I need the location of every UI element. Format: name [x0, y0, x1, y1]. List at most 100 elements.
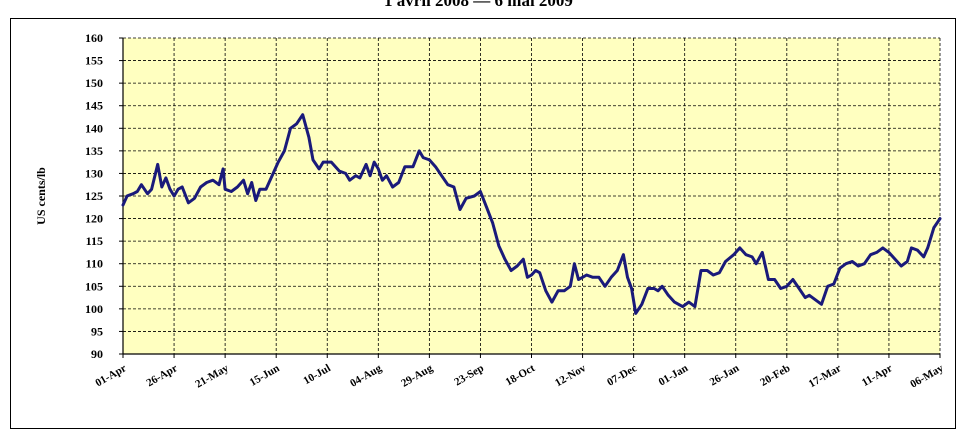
data-point [581, 276, 584, 279]
data-point [230, 190, 233, 193]
data-point [503, 258, 507, 261]
data-point [295, 122, 298, 126]
data-point [125, 194, 129, 198]
data-point [610, 276, 613, 279]
data-point [724, 260, 727, 263]
data-point [205, 181, 208, 184]
data-point [132, 192, 135, 195]
y-tick-label: 160 [85, 31, 103, 45]
data-point [176, 188, 180, 191]
data-point [270, 174, 274, 177]
data-point [706, 269, 709, 272]
data-point [322, 160, 325, 164]
data-point [464, 197, 468, 200]
chart-title: 1 avril 2008 — 6 mai 2009 [384, 0, 573, 10]
data-point [767, 278, 770, 281]
data-point [381, 179, 384, 182]
data-point [603, 285, 607, 288]
data-point [428, 158, 431, 162]
data-point [172, 194, 176, 198]
data-point [814, 298, 817, 301]
x-tick-label: 18-Oct [503, 362, 537, 388]
data-point [307, 136, 311, 139]
data-point [223, 188, 227, 191]
y-tick-label: 120 [85, 212, 103, 226]
data-point [844, 262, 848, 265]
data-point [926, 246, 929, 250]
data-point [875, 251, 878, 254]
data-point [534, 269, 537, 272]
data-point [626, 276, 629, 279]
y-tick-label: 145 [85, 99, 103, 113]
y-tick-label: 110 [86, 257, 103, 271]
data-point [687, 300, 690, 304]
data-point [168, 188, 172, 191]
x-tick-label: 15-Jun [248, 362, 282, 389]
data-point [667, 294, 670, 297]
data-point [311, 158, 315, 162]
data-point [699, 269, 703, 272]
data-point [330, 160, 333, 164]
x-tick-label: 26-Jan [708, 362, 742, 388]
data-point [681, 305, 684, 308]
data-point [217, 183, 221, 186]
data-point [264, 188, 268, 191]
data-point [530, 273, 533, 277]
data-point [838, 267, 842, 270]
data-point [910, 246, 913, 250]
data-point [656, 289, 660, 292]
data-point [550, 300, 554, 304]
x-tick-label: 01-Jan [657, 362, 691, 388]
data-point [585, 273, 588, 277]
data-point [538, 271, 541, 274]
data-point [193, 197, 196, 200]
data-point [791, 278, 795, 281]
x-tick-label: 20-Feb [758, 362, 792, 389]
y-tick-label: 130 [85, 166, 103, 180]
data-point [573, 262, 576, 265]
x-tick-label: 26-Apr [144, 362, 179, 389]
data-point [338, 170, 341, 173]
data-point [750, 255, 754, 259]
data-point [121, 203, 125, 207]
data-point [491, 221, 494, 225]
data-point [458, 208, 462, 211]
data-point [221, 167, 225, 171]
y-tick-label: 115 [86, 234, 103, 248]
x-tick-label: 11-Apr [860, 362, 895, 389]
data-point [434, 165, 437, 168]
data-point [785, 285, 788, 288]
data-point [857, 264, 860, 268]
data-point [569, 285, 572, 288]
y-axis-title: US cents/lb [34, 167, 48, 225]
y-tick-label: 135 [85, 144, 103, 158]
data-point [422, 156, 425, 159]
data-point [277, 160, 280, 164]
data-point [364, 163, 368, 166]
x-tick-label: 10-Jul [301, 362, 332, 387]
y-tick-label: 140 [85, 121, 103, 135]
data-point [199, 185, 202, 189]
data-point [863, 262, 866, 265]
data-point [916, 249, 919, 252]
data-point [630, 287, 633, 290]
data-point [354, 174, 357, 177]
data-point [622, 253, 625, 256]
x-tick-label: 17-Mar [807, 362, 844, 390]
data-point [652, 287, 656, 290]
x-tick-label: 07-Dec [605, 362, 639, 389]
data-point [851, 260, 854, 263]
x-tick-label: 29-Aug [399, 362, 435, 390]
data-point [411, 165, 415, 168]
data-point [755, 262, 758, 265]
data-point [452, 185, 456, 189]
data-point [516, 264, 519, 268]
y-tick-label: 90 [91, 347, 103, 361]
data-point [403, 165, 407, 168]
data-point [160, 185, 163, 189]
y-tick-label: 150 [85, 76, 103, 90]
data-point [887, 251, 891, 254]
data-point [211, 179, 215, 182]
